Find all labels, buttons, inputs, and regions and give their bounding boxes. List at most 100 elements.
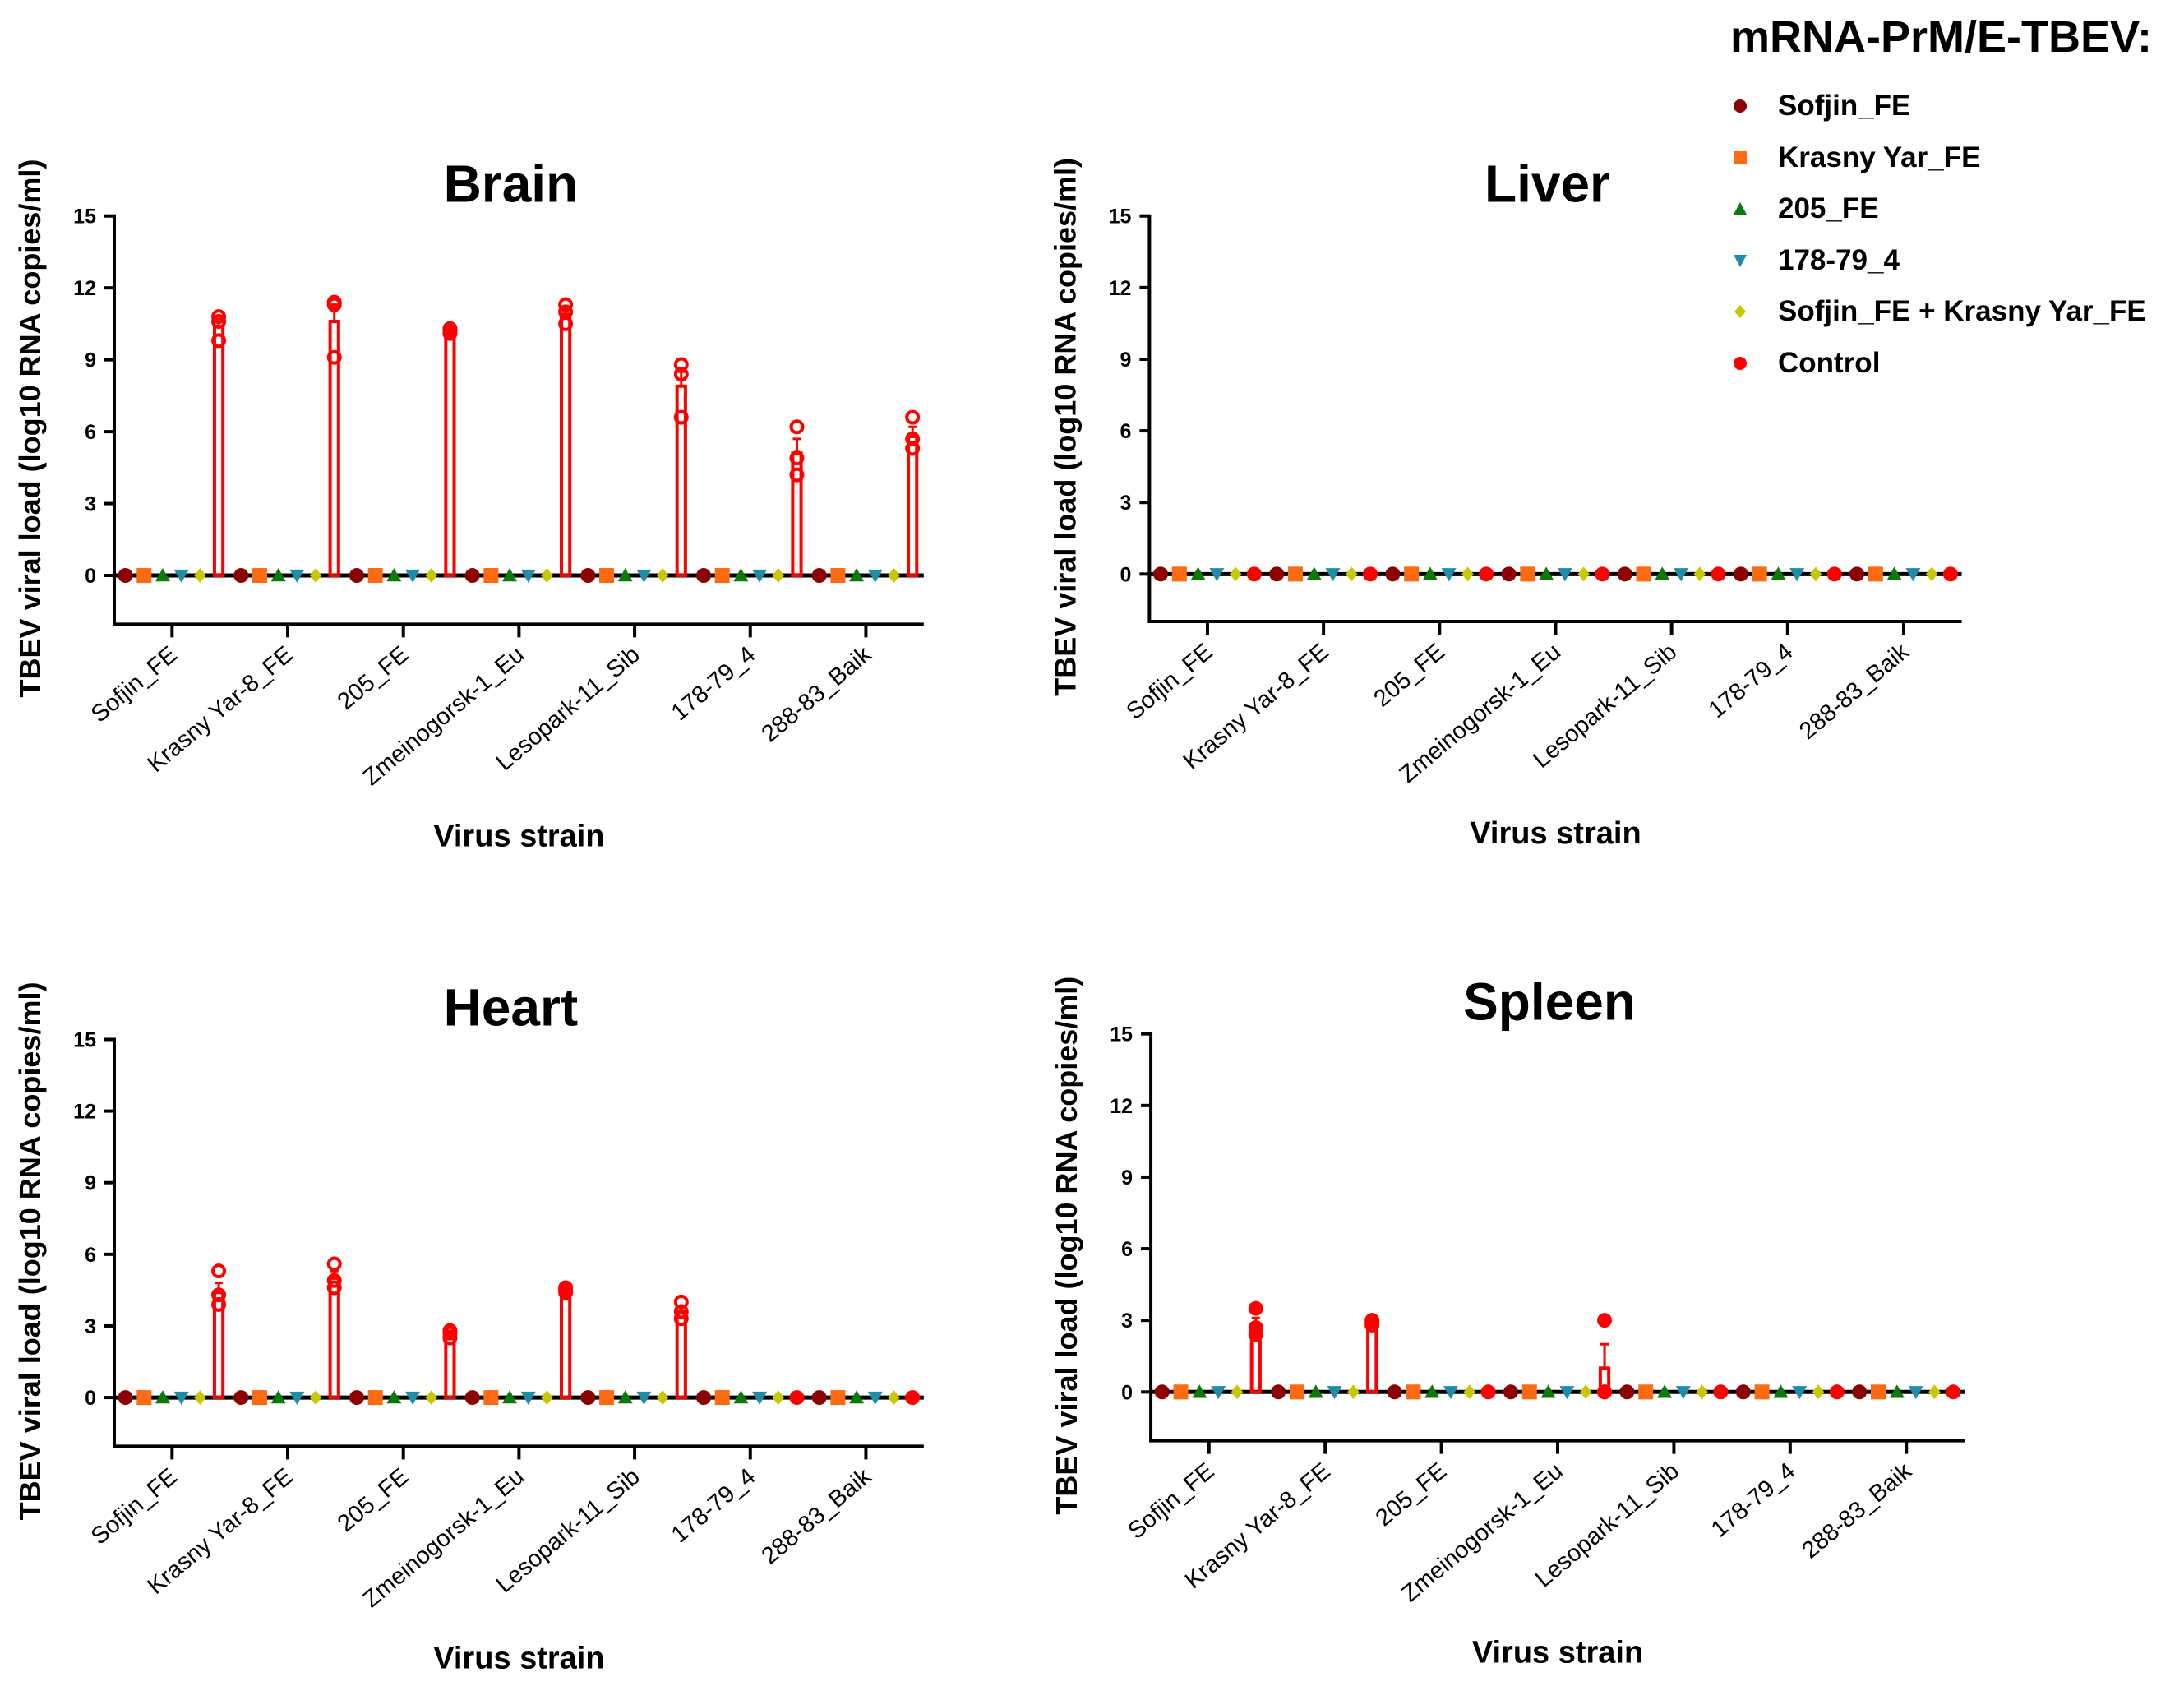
- data-point: [1693, 566, 1706, 582]
- legend-item-krasny-yar: Krasny Yar_FE: [1730, 132, 2152, 184]
- data-point: [558, 1285, 574, 1300]
- data-point: [136, 568, 152, 584]
- data-point: [1171, 566, 1187, 582]
- legend-label: Control: [1778, 346, 1881, 379]
- data-point: [1503, 1384, 1518, 1400]
- data-point: [772, 1390, 784, 1406]
- chart-panel-brain: Brain TBEV viral load (log10 RNA copies/m…: [13, 155, 924, 853]
- data-point: [1925, 566, 1938, 582]
- data-point: [233, 568, 249, 584]
- data-point: [252, 568, 267, 584]
- data-point: [1773, 1384, 1789, 1398]
- data-point: [752, 1391, 768, 1406]
- data-point: [1211, 1386, 1226, 1400]
- data-point: [867, 1391, 883, 1406]
- data-point: [714, 1390, 730, 1406]
- data-point: [830, 1390, 846, 1406]
- data-point: [599, 568, 615, 584]
- data-point: [326, 297, 342, 312]
- data-point: [1192, 1384, 1207, 1398]
- chart-title: Spleen: [1463, 972, 1636, 1032]
- y-tick-label: 12: [73, 1101, 96, 1124]
- legend-item-178-79: 178-79_4: [1730, 235, 2152, 287]
- data-point: [1713, 1384, 1729, 1400]
- data-point: [1154, 1384, 1170, 1400]
- data-point: [289, 1391, 305, 1406]
- data-point: [617, 1390, 633, 1404]
- data-point: [1871, 1384, 1886, 1400]
- data-point: [136, 1390, 152, 1406]
- control-bar: [212, 324, 225, 578]
- data-point: [1733, 566, 1748, 582]
- data-point: [541, 568, 553, 584]
- data-point: [1248, 1327, 1263, 1342]
- data-point: [1580, 1384, 1592, 1400]
- data-point: [464, 568, 480, 584]
- x-axis-title: Virus strain: [433, 1641, 604, 1675]
- control-bar: [675, 384, 687, 578]
- data-point: [1868, 566, 1883, 582]
- data-point: [326, 1273, 342, 1288]
- y-axis-label: TBEV viral load (log10 RNA copies/ml): [1050, 977, 1083, 1515]
- data-point: [155, 568, 170, 582]
- x-axis-title: Virus strain: [433, 819, 604, 853]
- data-point: [211, 314, 227, 330]
- y-tick-label: 3: [85, 1315, 96, 1338]
- data-point: [1557, 568, 1572, 582]
- y-tick-label: 9: [1120, 349, 1131, 372]
- data-point: [483, 568, 499, 584]
- data-point: [1735, 1384, 1751, 1400]
- data-point: [1347, 1384, 1360, 1400]
- data-point: [1190, 566, 1206, 580]
- data-point: [1905, 568, 1921, 582]
- data-point: [1946, 1384, 1961, 1400]
- diamond-marker-icon: [1730, 303, 1778, 320]
- control-bar: [328, 320, 340, 578]
- data-point: [1657, 1384, 1673, 1398]
- data-point: [1231, 1384, 1244, 1400]
- x-tick-label: 288-83_Baik: [757, 641, 877, 748]
- data-point: [1597, 1313, 1613, 1328]
- data-point: [1655, 566, 1670, 580]
- data-point: [867, 569, 883, 584]
- data-point: [405, 1391, 421, 1406]
- data-point: [1789, 568, 1805, 582]
- y-tick-label: 3: [1120, 492, 1131, 515]
- data-point: [617, 568, 633, 582]
- data-point: [636, 1391, 652, 1406]
- data-point: [326, 1256, 342, 1272]
- y-tick-label: 15: [73, 1028, 96, 1051]
- data-point: [442, 326, 458, 341]
- data-point: [905, 431, 921, 446]
- legend-item-sofjin: Sofjin_FE: [1730, 81, 2152, 132]
- data-point: [888, 568, 900, 584]
- data-point: [1287, 566, 1303, 582]
- data-point: [811, 1390, 827, 1406]
- data-point: [905, 441, 921, 456]
- legend-label: 205_FE: [1778, 192, 1879, 225]
- data-point: [673, 357, 689, 372]
- data-point: [541, 1390, 553, 1406]
- x-tick-label: Sofjin_FE: [1122, 639, 1218, 725]
- y-tick-label: 0: [1120, 563, 1131, 586]
- data-point: [1540, 1384, 1556, 1398]
- data-point: [789, 1390, 805, 1406]
- data-point: [1443, 1386, 1459, 1400]
- data-point: [211, 333, 227, 349]
- square-marker-icon: [1730, 150, 1778, 166]
- data-point: [520, 1391, 536, 1406]
- data-point: [558, 297, 574, 312]
- y-tick-label: 9: [85, 1172, 96, 1195]
- data-point: [673, 1311, 689, 1327]
- data-point: [1308, 1384, 1323, 1398]
- data-point: [1636, 566, 1651, 582]
- data-point: [673, 367, 689, 382]
- data-point: [696, 568, 712, 584]
- data-point: [349, 1390, 364, 1406]
- data-point: [673, 409, 689, 425]
- data-point: [558, 316, 574, 331]
- legend: mRNA-PrM/E-TBEV: Sofjin_FE Krasny Yar_FE…: [1730, 12, 2152, 389]
- data-point: [1480, 1384, 1496, 1400]
- data-point: [1826, 566, 1842, 582]
